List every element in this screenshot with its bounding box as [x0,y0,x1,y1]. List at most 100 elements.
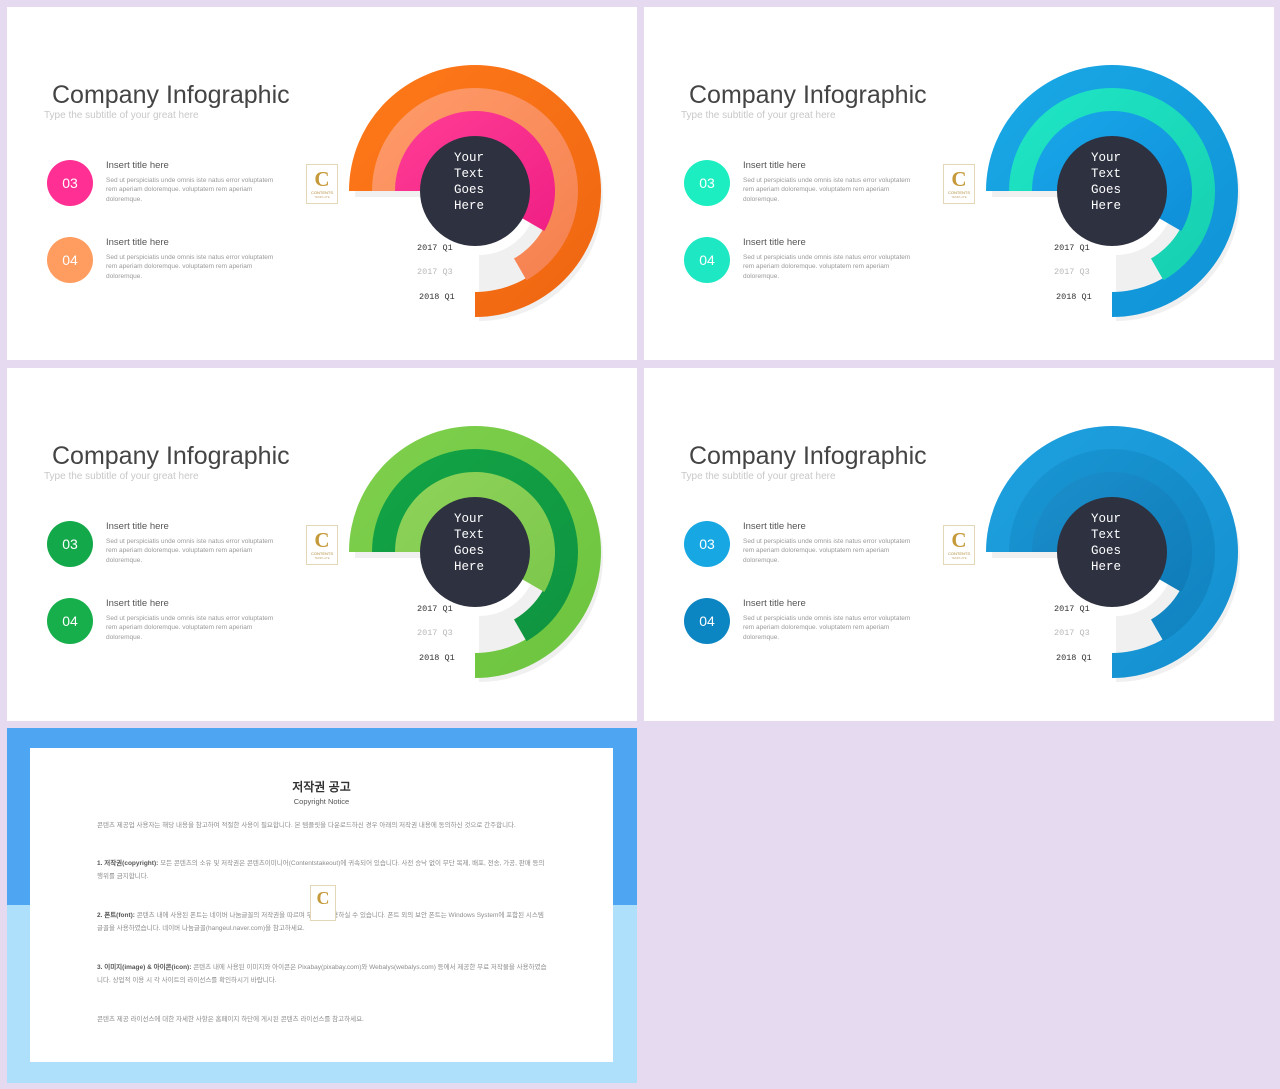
list-item: 03 Insert title here Sed ut perspiciatis… [47,160,287,212]
item-number-badge: 03 [684,160,730,206]
notice-card: 저작권 공고 Copyright Notice 콘텐츠 제공업 사용자는 해당 … [30,748,613,1062]
center-text-line: Goes [453,544,484,558]
ring-chart [986,65,1240,321]
item-number: 04 [62,613,78,629]
notice-paragraph-heading: 1. 저작권(copyright): [97,860,159,867]
logo-text: CONTENTS [948,190,970,195]
center-text-line: Goes [1090,544,1121,558]
item-number: 03 [699,536,715,552]
item-number: 04 [699,252,715,268]
list-item: 04 Insert title here Sed ut perspiciatis… [684,598,924,650]
infographic-slide: Company Infographic Type the subtitle of… [7,7,637,360]
list-item: 03 Insert title here Sed ut perspiciatis… [684,521,924,573]
item-body: Sed ut perspiciatis unde omnis iste natu… [106,254,274,280]
contents-logo: C CONTENTS TEMPLATE [306,525,338,565]
slide-title: Company Infographic [689,81,927,109]
slide-subtitle: Type the subtitle of your great here [44,471,199,482]
slide-subtitle: Type the subtitle of your great here [681,110,836,121]
center-circle [420,497,530,607]
item-number-badge: 04 [47,237,93,283]
ring-label: 2018 Q1 [1056,292,1092,302]
ring-label: 2017 Q3 [417,267,453,277]
item-title: Insert title here [106,237,169,248]
center-text: Your Text Goes Here [1065,511,1147,575]
list-item: 04 Insert title here Sed ut perspiciatis… [47,237,287,289]
logo-text: CONTENTS [311,551,333,556]
item-title: Insert title here [106,521,169,532]
copyright-notice-slide: 저작권 공고 Copyright Notice 콘텐츠 제공업 사용자는 해당 … [7,728,637,1083]
center-text-line: Here [1090,560,1121,574]
list-item: 03 Insert title here Sed ut perspiciatis… [684,160,924,212]
item-body: Sed ut perspiciatis unde omnis iste natu… [106,177,274,203]
item-body: Sed ut perspiciatis unde omnis iste natu… [743,254,911,280]
item-number-badge: 03 [684,521,730,567]
slide-title: Company Infographic [52,81,290,109]
ring-segment-3 [1032,111,1192,231]
infographic-slide: Company Infographic Type the subtitle of… [7,368,637,721]
notice-subtitle: Copyright Notice [293,797,350,806]
logo-text: CONTENTS [311,190,333,195]
item-title: Insert title here [743,237,806,248]
ring-label: 2017 Q1 [417,604,453,614]
item-body: Sed ut perspiciatis unde omnis iste natu… [106,615,274,641]
list-item: 04 Insert title here Sed ut perspiciatis… [47,598,287,650]
center-text-line: Goes [1090,183,1121,197]
center-circle [1057,136,1167,246]
infographic-slide: Company Infographic Type the subtitle of… [644,368,1274,721]
center-text-line: Text [1090,528,1121,542]
logo-letter: C [314,528,330,552]
contents-logo: C CONTENTS TEMPLATE [306,164,338,204]
slide-title: Company Infographic [52,442,290,470]
notice-paragraph-intro: 콘텐츠 제공업 사용자는 해당 내용을 참고하여 적절한 사용이 필요합니다. … [97,820,549,833]
center-text-line: Your [1090,151,1121,165]
item-body: Sed ut perspiciatis unde omnis iste natu… [106,538,274,564]
infographic-slide: Company Infographic Type the subtitle of… [644,7,1274,360]
item-number: 03 [62,175,78,191]
ring-label: 2018 Q1 [419,653,455,663]
ring-chart [349,426,603,682]
list-item: 03 Insert title here Sed ut perspiciatis… [47,521,287,573]
logo-subtext: TEMPLATE [314,195,330,199]
ring-segment-3 [1032,472,1192,592]
item-number: 03 [62,536,78,552]
center-text-line: Text [1090,167,1121,181]
item-number-badge: 04 [684,237,730,283]
center-text-line: Your [1090,512,1121,526]
notice-paragraph-text: 모든 콘텐츠의 소유 및 저작권은 콘텐츠이미니어(Contentstakeou… [97,860,545,880]
ring-chart [986,426,1240,682]
notice-paragraph-text: 콘텐츠 내에 사용된 이미지와 아이콘은 Pixabay(pixabay.com… [97,964,547,984]
center-text: Your Text Goes Here [428,150,510,214]
item-body: Sed ut perspiciatis unde omnis iste natu… [743,538,911,564]
notice-paragraph-text: 콘텐츠 제공업 사용자는 해당 내용을 참고하여 적절한 사용이 필요합니다. … [97,822,516,829]
slide-subtitle: Type the subtitle of your great here [681,471,836,482]
ring-label: 2017 Q1 [1054,604,1090,614]
ring-chart [349,65,603,321]
item-body: Sed ut perspiciatis unde omnis iste natu… [743,615,911,641]
item-number-badge: 03 [47,160,93,206]
logo-letter: C [314,167,330,191]
notice-paragraph-image: 3. 이미지(image) & 아이콘(icon): 콘텐츠 내에 사용된 이미… [97,962,549,987]
center-text-line: Text [453,528,484,542]
notice-paragraph-font: 2. 폰트(font): 콘텐츠 내에 사용된 폰트는 네이버 나눔글꼴의 저작… [97,910,549,935]
contents-logo: C CONTENTS TEMPLATE [943,525,975,565]
ring-segment-3 [395,472,555,592]
center-text-line: Here [453,560,484,574]
item-title: Insert title here [106,598,169,609]
ring-label: 2018 Q1 [1056,653,1092,663]
item-title: Insert title here [743,598,806,609]
center-text-line: Here [1090,199,1121,213]
item-title: Insert title here [743,160,806,171]
ring-label: 2017 Q3 [1054,267,1090,277]
center-circle [420,136,530,246]
logo-subtext: TEMPLATE [951,195,967,199]
ring-label: 2017 Q3 [1054,628,1090,638]
notice-paragraph-footer: 콘텐츠 제공 라이선스에 대한 자세한 사항은 홈페이지 하단에 게시된 콘텐츠… [97,1014,549,1027]
ring-label: 2017 Q1 [417,243,453,253]
item-number: 04 [699,613,715,629]
contents-logo: C [310,885,336,921]
item-number: 03 [699,175,715,191]
notice-paragraph-copyright: 1. 저작권(copyright): 모든 콘텐츠의 소유 및 저작권은 콘텐츠… [97,858,549,883]
center-text-line: Here [453,199,484,213]
center-text-line: Your [453,151,484,165]
notice-paragraph-text: 콘텐츠 제공 라이선스에 대한 자세한 사항은 홈페이지 하단에 게시된 콘텐츠… [97,1016,364,1023]
